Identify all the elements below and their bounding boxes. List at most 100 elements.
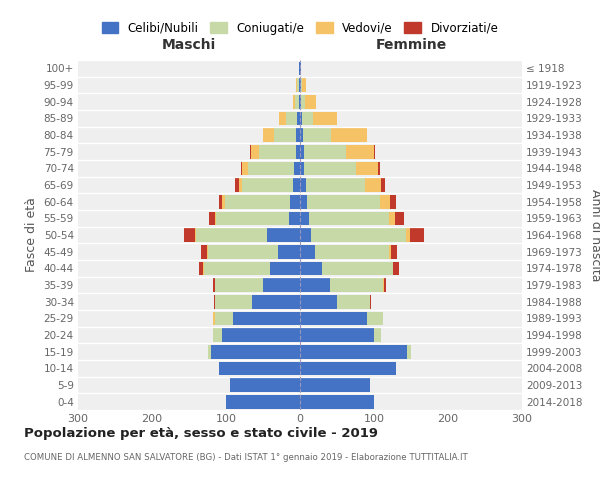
Bar [214, 328, 223, 342]
Bar [306, 178, 365, 192]
Bar [212, 278, 215, 292]
Bar [207, 245, 208, 258]
Bar [201, 245, 207, 258]
Bar [304, 162, 356, 175]
Bar [406, 228, 410, 242]
Bar [203, 262, 204, 275]
Bar [337, 295, 370, 308]
Bar [393, 262, 399, 275]
Bar [215, 295, 252, 308]
Bar [329, 278, 383, 292]
Bar [392, 262, 393, 275]
Bar [296, 145, 300, 158]
Bar [309, 212, 389, 225]
Bar [278, 245, 300, 258]
Bar [365, 178, 382, 192]
Bar [299, 95, 300, 108]
Bar [224, 195, 290, 208]
Bar [395, 212, 404, 225]
Bar [300, 195, 307, 208]
Bar [300, 378, 370, 392]
Bar [300, 78, 301, 92]
Bar [267, 228, 300, 242]
Bar [294, 162, 300, 175]
Bar [214, 312, 215, 325]
Bar [215, 212, 217, 225]
Bar [346, 145, 374, 158]
Bar [295, 95, 299, 108]
Bar [300, 262, 322, 275]
Bar [390, 195, 396, 208]
Bar [248, 162, 294, 175]
Bar [300, 245, 315, 258]
Bar [263, 278, 300, 292]
Bar [233, 312, 300, 325]
Bar [271, 262, 300, 275]
Bar [389, 212, 395, 225]
Bar [293, 95, 295, 108]
Bar [380, 195, 390, 208]
Bar [299, 62, 300, 75]
Text: COMUNE DI ALMENNO SAN SALVATORE (BG) - Dati ISTAT 1° gennaio 2019 - Elaborazione: COMUNE DI ALMENNO SAN SALVATORE (BG) - D… [24, 452, 468, 462]
Text: Popolazione per età, sesso e stato civile - 2019: Popolazione per età, sesso e stato civil… [24, 428, 378, 440]
Bar [223, 195, 224, 208]
Bar [300, 295, 337, 308]
Bar [215, 312, 233, 325]
Legend: Celibi/Nubili, Coniugati/e, Vedovi/e, Divorziati/e: Celibi/Nubili, Coniugati/e, Vedovi/e, Di… [97, 17, 503, 40]
Bar [217, 212, 289, 225]
Bar [304, 145, 346, 158]
Bar [297, 78, 299, 92]
Bar [300, 95, 301, 108]
Bar [300, 312, 367, 325]
Bar [300, 145, 304, 158]
Bar [300, 362, 396, 375]
Bar [278, 112, 286, 125]
Bar [300, 212, 309, 225]
Bar [300, 178, 306, 192]
Bar [209, 212, 215, 225]
Bar [196, 228, 267, 242]
Bar [307, 195, 380, 208]
Text: Femmine: Femmine [376, 38, 446, 52]
Bar [313, 112, 337, 125]
Bar [290, 195, 300, 208]
Bar [199, 262, 203, 275]
Bar [305, 95, 316, 108]
Bar [299, 78, 300, 92]
Bar [382, 178, 385, 192]
Bar [259, 145, 296, 158]
Bar [407, 345, 411, 358]
Y-axis label: Fasce di età: Fasce di età [25, 198, 38, 272]
Bar [300, 395, 374, 408]
Bar [251, 145, 259, 158]
Bar [296, 128, 300, 142]
Bar [331, 128, 367, 142]
Bar [300, 112, 302, 125]
Bar [303, 128, 331, 142]
Bar [302, 112, 313, 125]
Bar [300, 228, 311, 242]
Bar [241, 162, 242, 175]
Bar [204, 262, 271, 275]
Bar [208, 245, 278, 258]
Bar [367, 312, 383, 325]
Bar [302, 78, 306, 92]
Bar [250, 145, 251, 158]
Bar [226, 395, 300, 408]
Bar [300, 128, 303, 142]
Bar [242, 162, 248, 175]
Bar [184, 228, 195, 242]
Bar [215, 278, 263, 292]
Bar [374, 145, 376, 158]
Bar [252, 295, 300, 308]
Bar [293, 178, 300, 192]
Bar [374, 328, 382, 342]
Bar [286, 112, 297, 125]
Bar [300, 278, 329, 292]
Bar [356, 162, 379, 175]
Bar [235, 178, 239, 192]
Bar [391, 245, 397, 258]
Bar [370, 295, 371, 308]
Bar [242, 178, 293, 192]
Bar [263, 128, 274, 142]
